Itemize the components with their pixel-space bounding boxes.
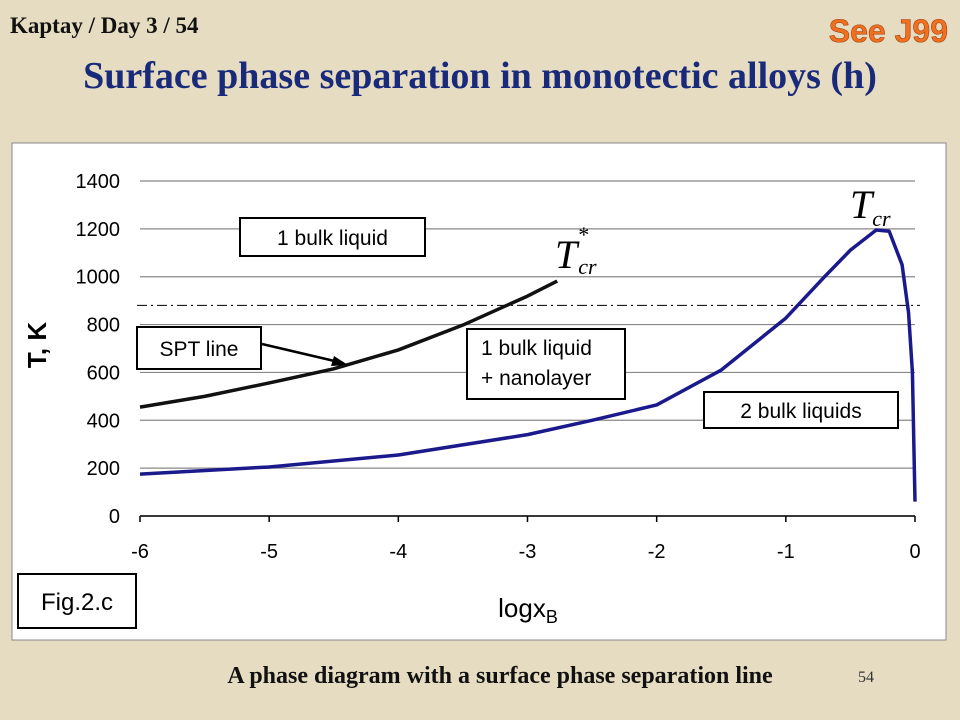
figure-label-box [17,573,137,629]
data-line [139,228,917,502]
x-tick-label: -4 [389,541,407,563]
page-number: 54 [858,669,874,686]
chart: 0 200 400 600 800 1000 1200 1400 -6 -5 -4 -3 -2 -1 0 lo… [17,171,921,629]
annotation-box [136,326,262,370]
tcr-star-label: T* cr [555,222,597,279]
tcr-sub: cr [872,206,891,231]
tcr-star-sup: * [577,222,588,247]
annotation-box [239,217,426,257]
header-right: See J99 [829,13,948,49]
tcr-star-main: T [555,232,580,277]
y-tick-label: 1400 [76,171,121,193]
arrow-head [331,356,348,366]
y-tick-label: 800 [87,315,120,337]
annotation-text: 1 bulk liquid [481,337,592,360]
x-tick-label: -3 [519,541,537,563]
annotation-text: + nanolayer [481,367,591,390]
figure-label: Fig.2.c [41,589,113,616]
annotation-text: SPT line [160,338,239,361]
slide-title: Surface phase separation in monotectic a… [83,55,877,97]
x-tick-label: -6 [131,541,149,563]
y-tick-label: 0 [109,506,120,528]
x-axis-label-main: logx [498,593,546,623]
x-tick-label: -5 [260,541,278,563]
y-tick-label: 600 [87,362,120,384]
annotation-box [703,391,899,429]
tcr-main: T [850,182,875,227]
y-tick-label: 400 [87,410,120,432]
y-tick-label: 200 [87,458,120,480]
data-line [139,279,558,409]
x-tick-label: -1 [777,541,795,563]
annotation-box [466,328,626,400]
tcr-label: Tcr [850,182,891,231]
caption: A phase diagram with a surface phase sep… [227,663,773,689]
tcr-star-sub: cr [578,254,597,279]
annotation-text: 1 bulk liquid [277,227,388,250]
y-tick-label: 1200 [76,219,121,241]
x-tick-label: -2 [648,541,666,563]
x-axis-label: logxB [498,593,558,627]
arrow [261,342,344,365]
x-tick-label: 0 [909,541,920,563]
y-tick-label: 1000 [76,267,121,289]
annotation-text: 2 bulk liquids [740,400,861,423]
y-axis-label: T, K [22,322,52,368]
x-axis-label-sub: B [546,607,558,627]
header-left: Kaptay / Day 3 / 54 [10,13,199,38]
